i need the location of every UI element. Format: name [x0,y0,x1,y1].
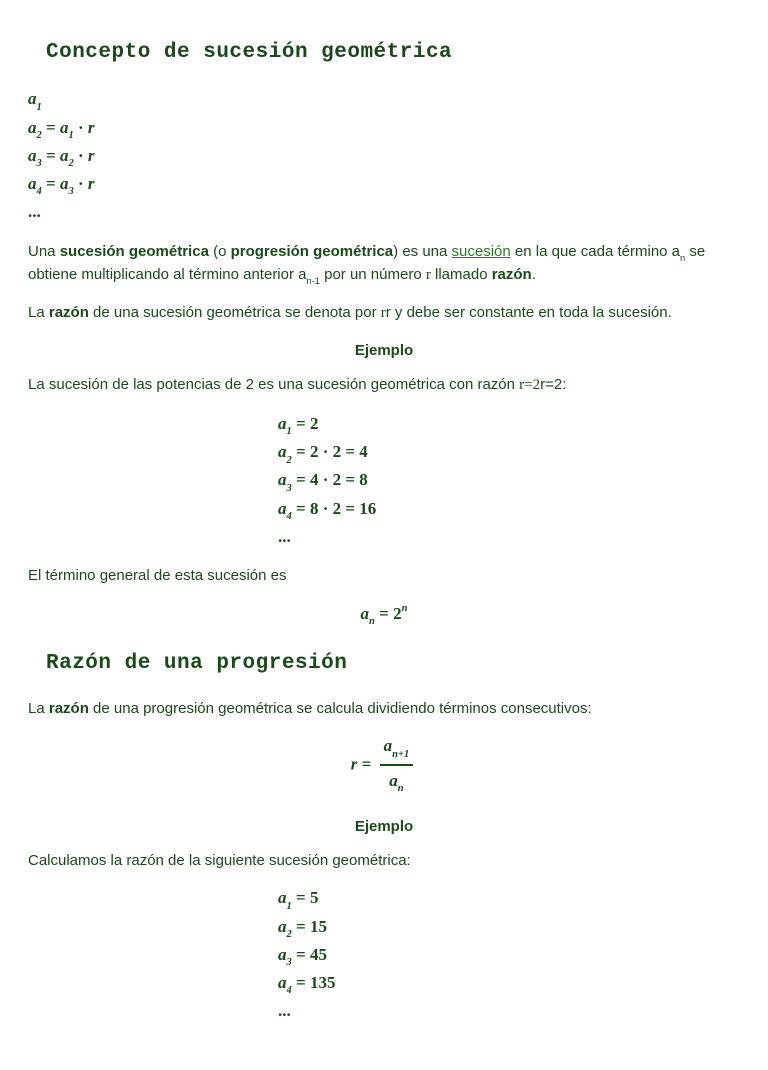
ejemplo1-intro: La sucesión de las potencias de 2 es una… [28,374,740,397]
razon-definition-paragraph: La razón de una progresión geométrica se… [28,698,740,720]
razon-formula: r = an+1 an [28,733,740,795]
ejemplo1-sequence: a1 = 2 a2 = 2 · 2 = 4 a3 = 4 · 2 = 8 a4 … [28,411,740,549]
section-title-concepto: Concepto de sucesión geométrica [46,38,740,68]
general-term-equation: an = 2n [28,601,740,629]
ejemplo2-intro: Calculamos la razón de la siguiente suce… [28,850,740,872]
ejemplo2-sequence: a1 = 5 a2 = 15 a3 = 45 a4 = 135 ... [28,885,740,1023]
section-title-razon: Razón de una progresión [46,649,740,679]
razon-note-paragraph: La razón de una sucesión geométrica se d… [28,302,740,325]
ejemplo-heading-1: Ejemplo [28,340,740,362]
ejemplo1-general-intro: El término general de esta sucesión es [28,565,740,587]
sequence-definition: a1 a2 = a1 · r a3 = a2 · r a4 = a3 · r .… [28,86,740,224]
ejemplo-heading-2: Ejemplo [28,816,740,838]
definition-paragraph: Una sucesión geométrica (o progresión ge… [28,241,740,288]
sucesion-link[interactable]: sucesión [452,243,511,260]
